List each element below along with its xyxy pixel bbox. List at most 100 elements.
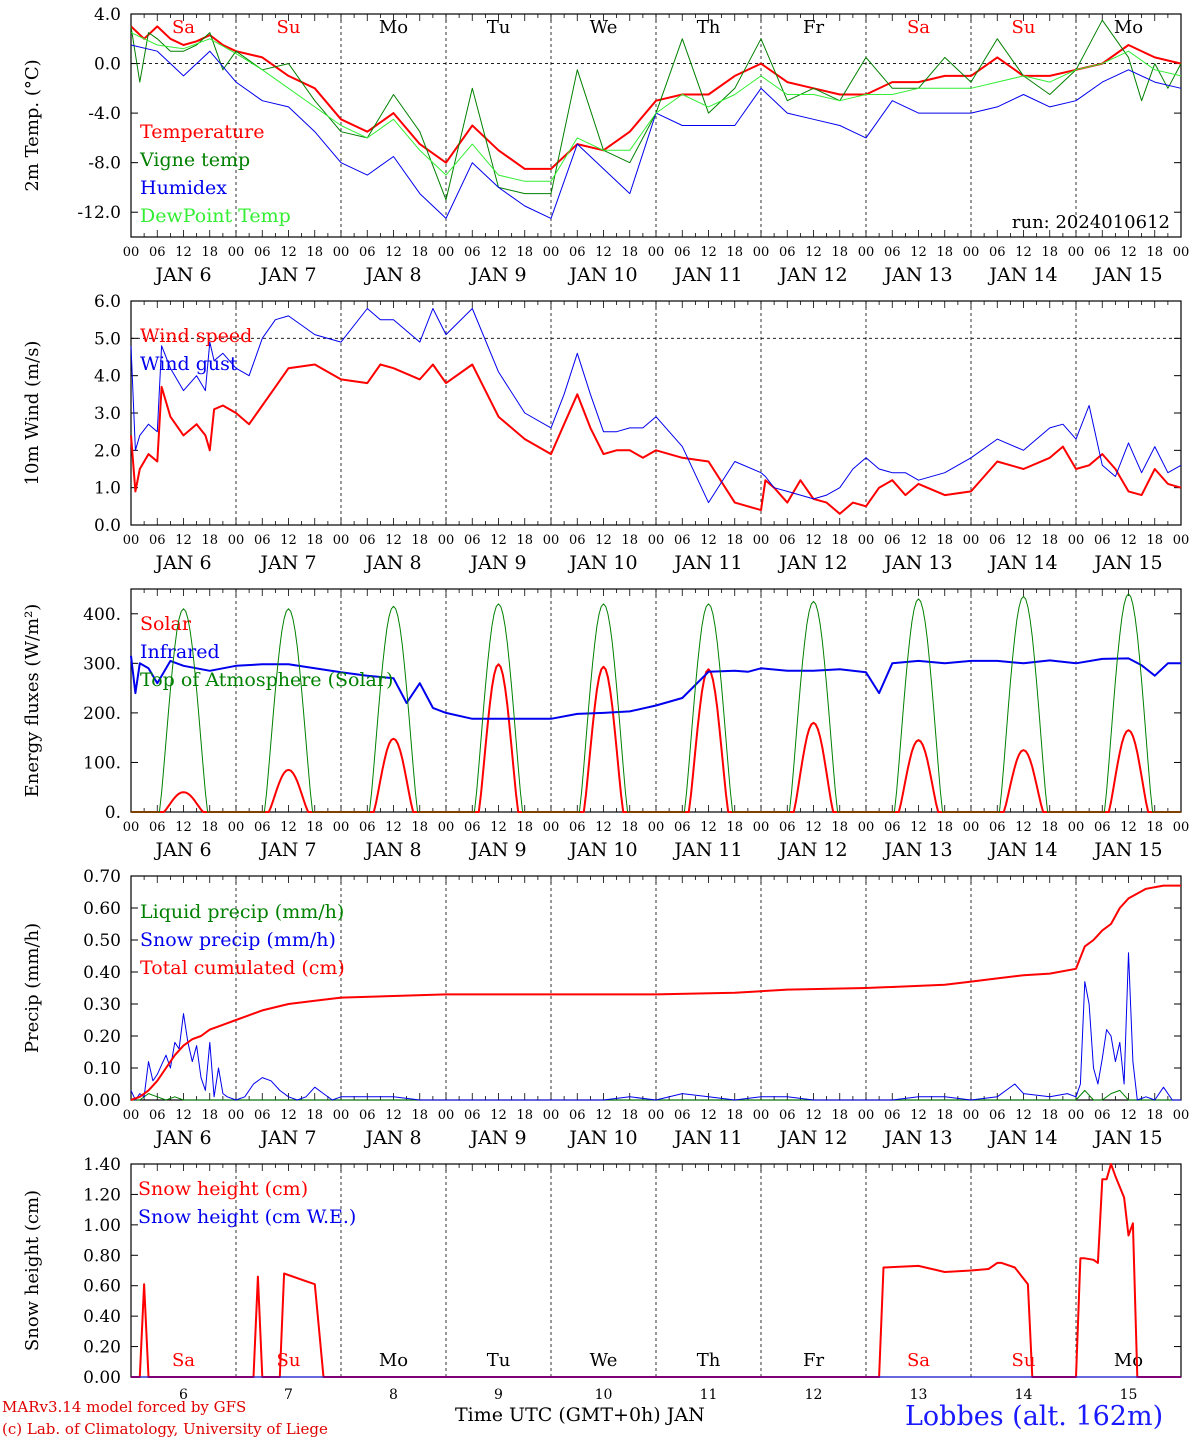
weekday-label: Sa [907,17,930,38]
model-credit: MARv3.14 model forced by GFS [2,1398,247,1416]
x-tick-label: 18 [411,245,428,260]
x-tick-label: 18 [411,533,428,548]
x-tick-label: 00 [858,245,875,260]
x-tick-label: 18 [516,245,533,260]
y-tick-label: 1.40 [83,1155,121,1175]
y-tick-label: 1.0 [94,479,121,499]
weekday-label: Th [697,17,721,38]
x-tick-label: 12 [280,820,297,835]
x-tick-label: 12 [385,1108,402,1123]
x-tick-label: 00 [1173,1108,1190,1123]
x-tick-label: 00 [123,820,140,835]
x-tick-label: 12 [490,1108,507,1123]
date-label: JAN 12 [777,839,847,861]
date-label: JAN 13 [882,1127,952,1149]
x-tick-label: 12 [490,245,507,260]
x-tick-label: 06 [359,820,376,835]
weekday-label: We [590,17,618,38]
x-tick-label: 12 [490,533,507,548]
x-tick-label: 00 [543,820,560,835]
x-tick-label: 18 [306,533,323,548]
x-tick-label: 18 [621,533,638,548]
x-tick-label: 06 [779,1108,796,1123]
x-tick-label: 00 [648,533,665,548]
x-tick-label: 18 [831,533,848,548]
copyright: (c) Lab. of Climatology, University of L… [2,1420,328,1438]
weekday-label: Mo [1114,17,1143,38]
x-tick-label: 12 [175,820,192,835]
x-tick-label: 18 [516,820,533,835]
legend-entry: Solar [140,613,192,635]
date-label: JAN 6 [153,264,211,286]
x-tick-label: 00 [333,533,350,548]
x-tick-label: 06 [1094,533,1111,548]
x-tick-label: 06 [254,533,271,548]
x-tick-label: 06 [149,1108,166,1123]
weekday-label: Su [1012,1350,1036,1371]
x-tick-label: 12 [805,533,822,548]
y-axis-label: Energy fluxes (W/m²) [22,604,43,798]
date-label: JAN 12 [777,552,847,574]
series-line-wind-gust [130,308,1182,504]
x-tick-label: 00 [228,533,245,548]
date-label: JAN 7 [258,839,316,861]
x-tick-label: 06 [569,245,586,260]
x-tick-label: 12 [700,820,717,835]
weekday-label: Fr [803,1350,824,1371]
x-tick-label: 06 [884,820,901,835]
x-tick-label: 18 [201,245,218,260]
x-tick-label: 18 [726,533,743,548]
x-tick-label: 06 [464,245,481,260]
x-tick-label: 00 [1068,533,1085,548]
weekday-label: Th [697,1350,721,1371]
x-tick-label: 12 [490,820,507,835]
y-tick-label: 5.0 [94,329,121,349]
date-label: JAN 9 [468,264,526,286]
x-tick-label: 18 [1146,820,1163,835]
day-number-label: 13 [910,1387,928,1403]
legend-entry: Liquid precip (mm/h) [140,901,344,923]
date-label: JAN 7 [258,552,316,574]
plot-frame [130,588,1182,813]
x-tick-label: 06 [254,820,271,835]
x-tick-label: 00 [753,820,770,835]
plot-frame [130,300,1182,526]
x-tick-label: 06 [569,533,586,548]
x-tick-label: 12 [1120,533,1137,548]
date-label: JAN 14 [987,839,1057,861]
y-axis-label: 10m Wind (m/s) [22,341,43,486]
legend-entry: Infrared [140,641,220,663]
date-label: JAN 11 [672,264,742,286]
x-tick-label: 00 [858,533,875,548]
y-tick-label: 0.30 [83,995,121,1015]
x-tick-label: 18 [726,1108,743,1123]
legend-entry: Snow precip (mm/h) [140,929,336,951]
x-tick-label: 18 [201,1108,218,1123]
y-tick-label: -8.0 [88,154,121,174]
x-tick-label: 12 [280,1108,297,1123]
weekday-label: Su [1012,17,1036,38]
y-tick-label: 0.00 [83,1368,121,1388]
x-tick-label: 12 [1015,820,1032,835]
x-tick-label: 12 [700,245,717,260]
x-tick-label: 00 [1068,1108,1085,1123]
day-number-label: 9 [494,1387,503,1403]
x-tick-label: 12 [805,820,822,835]
y-axis-label: Precip (mm/h) [22,923,43,1053]
x-tick-label: 00 [648,1108,665,1123]
x-tick-label: 06 [989,820,1006,835]
series-line-snow-precip-mm-h- [130,952,1181,1101]
x-tick-label: 18 [936,245,953,260]
x-tick-label: 00 [648,820,665,835]
date-label: JAN 14 [987,552,1057,574]
legend-entry: Humidex [140,177,227,199]
date-label: JAN 13 [882,552,952,574]
y-tick-label: 0.80 [83,1246,121,1266]
x-tick-label: 06 [569,1108,586,1123]
x-tick-label: 00 [123,1108,140,1123]
date-label: JAN 11 [672,839,742,861]
x-tick-label: 06 [254,1108,271,1123]
x-tick-label: 12 [910,245,927,260]
y-axis-label: Snow height (cm) [22,1190,43,1351]
panel-snow: 1.40 1.20 1.00 0.80 0.60 0.40 0.20 0.00 Snow hei… [22,1155,1182,1403]
